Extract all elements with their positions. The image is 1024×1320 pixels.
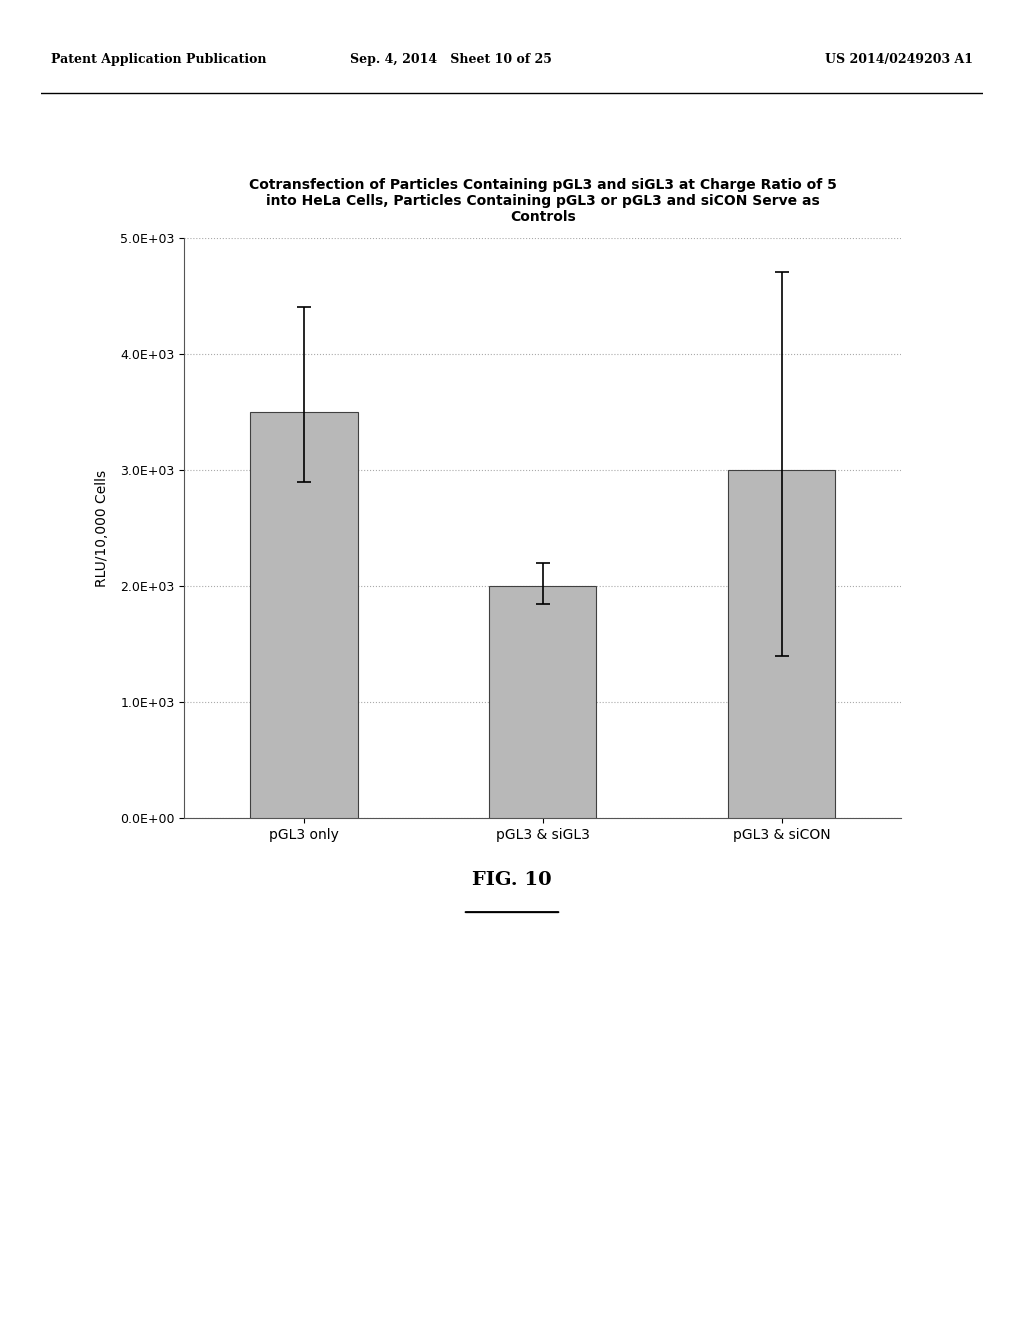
Text: Sep. 4, 2014   Sheet 10 of 25: Sep. 4, 2014 Sheet 10 of 25 [349, 53, 552, 66]
Bar [250, 412, 357, 818]
Title: Cotransfection of Particles Containing pGL3 and siGL3 at Charge Ratio of 5
into : Cotransfection of Particles Containing p… [249, 177, 837, 224]
Text: US 2014/0249203 A1: US 2014/0249203 A1 [824, 53, 973, 66]
Text: Patent Application Publication: Patent Application Publication [51, 53, 266, 66]
Y-axis label: RLU/10,000 Cells: RLU/10,000 Cells [95, 470, 109, 586]
Text: FIG. 10: FIG. 10 [472, 871, 552, 890]
Bar [488, 586, 596, 818]
Bar [728, 470, 836, 818]
